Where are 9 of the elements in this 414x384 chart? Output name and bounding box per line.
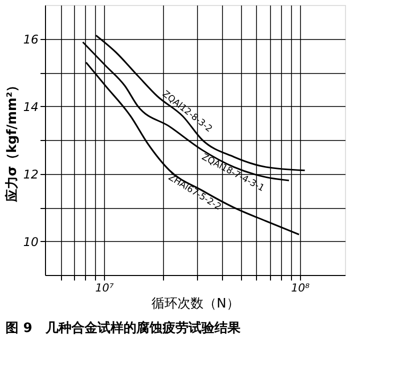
y-tick-label: 10 bbox=[23, 234, 39, 249]
y-tick-label: 14 bbox=[23, 100, 38, 114]
x-axis-title: 循环次数（N） bbox=[152, 296, 240, 312]
text: 图 9 几种合金试样的腐蚀疲劳试验结果 bbox=[6, 320, 242, 336]
y-axis-title: 应力σ（kgf/mm²） bbox=[4, 78, 20, 204]
x-tick-label: 10⁷ bbox=[95, 282, 114, 294]
y-tick-label: 12 bbox=[23, 167, 38, 182]
y-tick-label: 16 bbox=[23, 32, 39, 46]
x-tick-label: 10⁸ bbox=[291, 282, 310, 294]
